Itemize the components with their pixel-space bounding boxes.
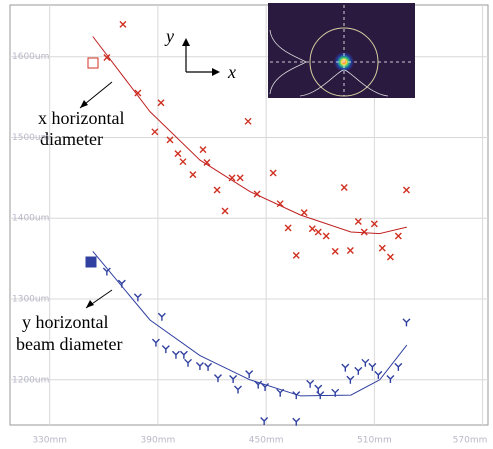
inset-image: [268, 3, 415, 98]
x-tick-label: 510mm: [357, 436, 392, 446]
y-symbol: y: [164, 26, 174, 46]
x-tick-label: 450mm: [249, 436, 284, 446]
legend-box: [88, 58, 98, 68]
x-tick-label: 570mm: [453, 436, 488, 446]
chart: y x x horizontal diameter y horizontal b…: [0, 0, 493, 449]
x-symbol: x: [227, 62, 236, 82]
annotation: beam diameter: [16, 334, 122, 354]
y-tick-label: 1300um: [12, 295, 49, 305]
x-tick-label: 390mm: [141, 436, 176, 446]
y-tick-label: 1400um: [12, 214, 49, 224]
annotation: diameter: [40, 129, 103, 149]
x-tick-label: 330mm: [32, 436, 67, 446]
y-tick-label: 1200um: [12, 375, 49, 385]
annotation: x horizontal: [38, 108, 124, 128]
y-tick-label: 1500um: [12, 133, 49, 143]
legend-box: [86, 257, 96, 267]
plot-frame: [10, 5, 488, 425]
annotation: y horizontal: [22, 312, 108, 332]
y-tick-label: 1600um: [12, 52, 49, 62]
inset-background: [268, 3, 415, 98]
